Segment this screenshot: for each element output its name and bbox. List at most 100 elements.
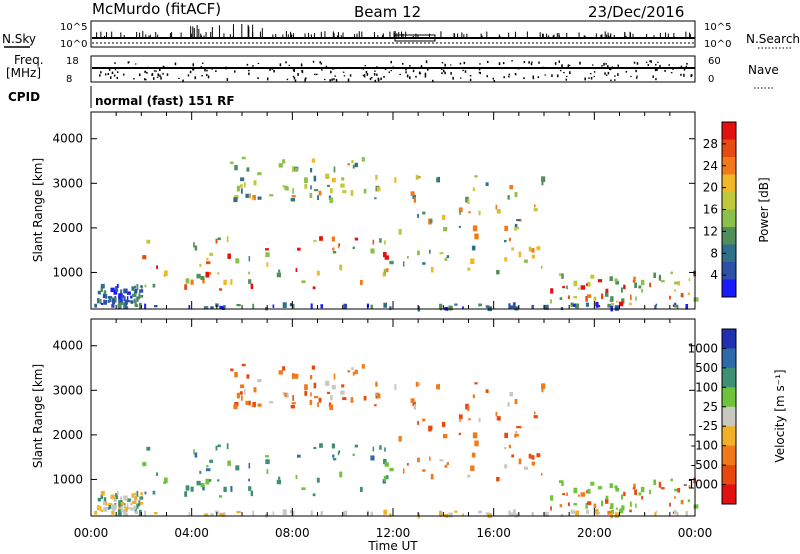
power-cell — [310, 185, 312, 190]
velocity-cell — [660, 487, 665, 490]
power-cell — [156, 265, 158, 269]
nave-dot — [486, 75, 488, 78]
nave-dot — [374, 70, 376, 72]
power-cell — [407, 256, 409, 259]
velocity-cell — [250, 490, 254, 497]
velocity-cell — [607, 510, 612, 515]
nave-dot — [153, 70, 156, 72]
power-cell — [485, 305, 490, 308]
velocity-cbar-swatch — [722, 465, 736, 486]
nave-dot — [584, 77, 586, 81]
velocity-cell — [398, 436, 402, 442]
power-cell — [615, 280, 620, 285]
velocity-cell — [351, 367, 354, 371]
velocity-cell — [415, 381, 419, 387]
power-cell — [332, 250, 337, 254]
nave-dot — [517, 68, 520, 70]
power-cell — [514, 227, 520, 230]
nave-dot — [645, 61, 648, 63]
nave-dot — [605, 74, 608, 76]
power-cell — [577, 287, 580, 290]
power-cell — [386, 268, 389, 273]
velocity-cell — [514, 430, 518, 436]
nave-dot — [680, 73, 682, 76]
nave-dot — [635, 77, 638, 79]
velocity-cell — [677, 488, 681, 493]
power-cell — [514, 191, 518, 198]
power-cell — [100, 302, 104, 305]
nave-dot — [333, 78, 335, 81]
nave-dot — [406, 74, 409, 78]
nave-dot — [321, 69, 323, 71]
nave-dot — [607, 65, 609, 68]
power-cell — [446, 255, 450, 259]
nave-dot — [636, 75, 638, 77]
velocity-cell — [136, 491, 139, 497]
power-cell — [133, 298, 136, 303]
power-cell — [459, 210, 461, 215]
velocity-cell — [363, 395, 367, 401]
power-cell — [240, 188, 243, 194]
velocity-cell — [97, 505, 100, 511]
velocity-cell — [474, 440, 479, 447]
nave-dot — [151, 73, 154, 76]
power-cell — [593, 296, 597, 302]
power-cell — [610, 296, 614, 302]
nave-dot — [330, 70, 332, 74]
power-cell — [674, 304, 679, 308]
power-cell — [422, 211, 426, 215]
power-cell — [310, 167, 313, 173]
date-title: 23/Dec/2016 — [588, 3, 684, 21]
nave-dot — [159, 74, 161, 77]
power-cell — [209, 252, 213, 256]
velocity-cell — [422, 418, 426, 422]
velocity-cell — [541, 389, 544, 393]
power-cell — [379, 238, 382, 243]
velocity-cell — [558, 480, 563, 484]
power-cell — [316, 270, 320, 276]
velocity-cell — [448, 512, 453, 518]
nave-dot — [159, 68, 161, 72]
velocity-cell — [240, 384, 245, 389]
power-cell — [265, 248, 269, 251]
velocity-cell — [593, 503, 597, 509]
nave-dot — [567, 65, 569, 68]
velocity-cell — [142, 462, 147, 467]
power-cell — [204, 306, 209, 310]
power-cell — [230, 161, 234, 165]
nave-dot — [331, 78, 333, 81]
power-cell — [295, 267, 298, 273]
nave-dot — [442, 69, 445, 73]
velocity-echo-cells — [94, 363, 699, 519]
velocity-cell — [239, 391, 243, 395]
power-cbar-tick-label: 20 — [703, 181, 718, 195]
power-cell — [111, 303, 115, 308]
power-cell — [580, 285, 586, 290]
power-cell — [496, 269, 500, 275]
power-cell — [342, 190, 347, 194]
velocity-cell — [130, 507, 134, 511]
power-cell — [361, 157, 365, 162]
nave-dot — [369, 77, 372, 80]
velocity-cell — [156, 472, 158, 476]
nave-dot — [514, 73, 517, 76]
nave-dot — [652, 75, 654, 78]
nave-dot — [603, 62, 605, 66]
nsky-panel: 10^5 10^0 10^5 10^0 N.Sky N.Search — [2, 20, 800, 50]
power-cell — [394, 177, 397, 183]
nave-dot — [109, 76, 112, 80]
nave-dot — [424, 75, 427, 78]
velocity-cell — [412, 401, 416, 407]
xtick-label: 00:00 — [74, 526, 109, 540]
velocity-cell — [312, 493, 316, 497]
power-cell — [415, 174, 419, 180]
velocity-cell — [585, 502, 588, 509]
nave-dot — [591, 64, 594, 66]
velocity-cell — [531, 461, 536, 466]
velocity-cell — [468, 418, 471, 421]
velocity-cell — [138, 509, 142, 516]
power-cell — [383, 302, 387, 308]
velocity-cell — [444, 464, 448, 468]
velocity-cell — [653, 479, 657, 486]
power-cell — [333, 166, 336, 173]
